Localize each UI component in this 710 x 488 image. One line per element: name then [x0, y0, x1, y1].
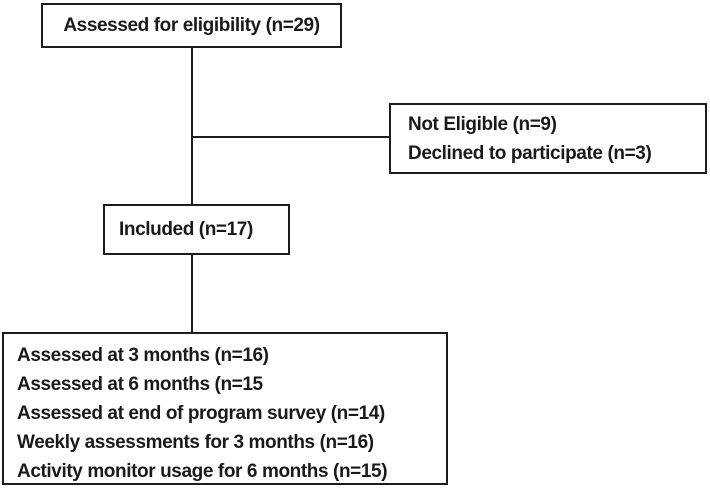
assessed-for-eligibility-label: Assessed for eligibility (n=29) — [63, 14, 320, 36]
declined-to-participate-label: Declined to participate (n=3) — [408, 142, 652, 164]
outcome-end-of-program-survey: Assessed at end of program survey (n=14) — [17, 403, 385, 424]
connector-branch-line — [192, 136, 390, 138]
connector-vertical-line — [191, 47, 193, 333]
outcome-assessed-3-months: Assessed at 3 months (n=16) — [17, 345, 269, 366]
outcome-activity-monitor-usage: Activity monitor usage for 6 months (n=1… — [17, 461, 388, 482]
box-outcomes: Assessed at 3 months (n=16) Assessed at … — [2, 332, 448, 485]
outcome-weekly-assessments: Weekly assessments for 3 months (n=16) — [17, 432, 374, 453]
outcome-assessed-6-months: Assessed at 6 months (n=15 — [17, 374, 263, 395]
included-label: Included (n=17) — [119, 218, 253, 240]
box-included: Included (n=17) — [103, 204, 290, 255]
box-exclusions: Not Eligible (n=9) Declined to participa… — [389, 103, 707, 174]
not-eligible-label: Not Eligible (n=9) — [408, 113, 557, 135]
box-assessed-for-eligibility: Assessed for eligibility (n=29) — [41, 3, 342, 48]
